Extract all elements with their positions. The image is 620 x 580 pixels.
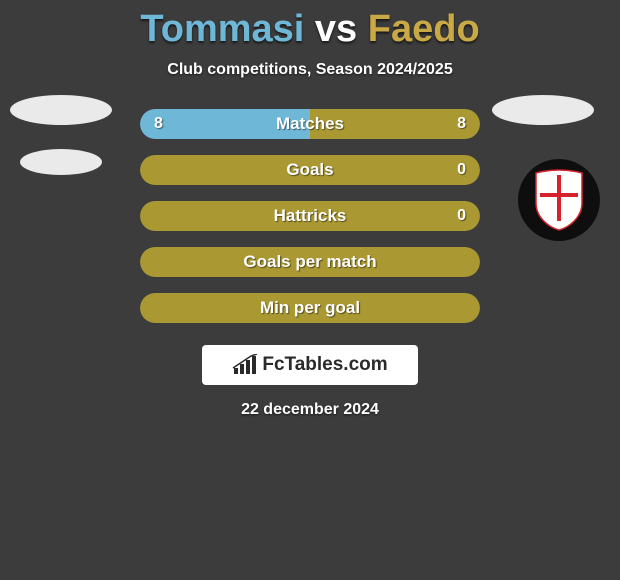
date-text: 22 december 2024 (0, 401, 620, 419)
page-title: Tommasi vs Faedo (0, 0, 620, 51)
right-team-badge (518, 159, 600, 241)
bar-chart-icon (232, 354, 258, 376)
comparison-container: Matches88Goals0Hattricks0Goals per match… (0, 109, 620, 323)
player1-name: Tommasi (140, 8, 304, 50)
bar-label: Matches (140, 109, 480, 139)
bar-value-left: 8 (154, 109, 163, 139)
fctables-logo: FcTables.com (202, 345, 418, 385)
shield-icon (534, 169, 584, 231)
stat-bars: Matches88Goals0Hattricks0Goals per match… (140, 109, 480, 323)
logo-text: FcTables.com (262, 354, 387, 376)
stat-row: Min per goal (140, 293, 480, 323)
stat-row: Goals0 (140, 155, 480, 185)
right-badge-ellipse (492, 95, 594, 125)
bar-label: Hattricks (140, 201, 480, 231)
left-badge-ellipse-2 (20, 149, 102, 175)
player2-name: Faedo (368, 8, 480, 50)
bar-label: Goals (140, 155, 480, 185)
left-team-badges (10, 95, 112, 175)
stat-row: Goals per match (140, 247, 480, 277)
bar-value-right: 8 (457, 109, 466, 139)
bar-label: Goals per match (140, 247, 480, 277)
bar-value-right: 0 (457, 155, 466, 185)
stat-row: Hattricks0 (140, 201, 480, 231)
bar-label: Min per goal (140, 293, 480, 323)
stat-row: Matches8 8 (140, 109, 480, 139)
vs-text: vs (304, 8, 367, 50)
left-badge-ellipse-1 (10, 95, 112, 125)
bar-value-right: 0 (457, 201, 466, 231)
subtitle: Club competitions, Season 2024/2025 (0, 61, 620, 79)
